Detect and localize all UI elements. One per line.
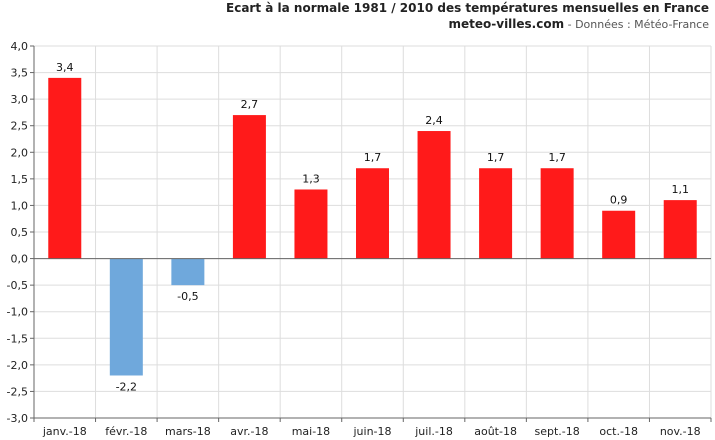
bar bbox=[294, 189, 328, 259]
y-tick-label: 0,0 bbox=[11, 253, 29, 266]
x-tick-label: août-18 bbox=[474, 425, 517, 438]
bar bbox=[602, 210, 636, 259]
bar bbox=[417, 131, 451, 259]
bar bbox=[356, 168, 389, 259]
data-label: -2,2 bbox=[116, 380, 137, 393]
chart-subtitle: meteo-villes.com - Données : Météo-Franc… bbox=[226, 16, 710, 33]
y-tick-label: 1,5 bbox=[11, 173, 29, 186]
bar bbox=[232, 115, 266, 259]
bar bbox=[540, 168, 574, 259]
data-label: 2,7 bbox=[241, 98, 259, 111]
site-name: meteo-villes.com bbox=[448, 17, 565, 31]
data-label: -0,5 bbox=[177, 290, 198, 303]
y-tick-label: 0,5 bbox=[11, 226, 29, 239]
x-tick-label: oct.-18 bbox=[599, 425, 638, 438]
x-tick-label: avr.-18 bbox=[230, 425, 268, 438]
bar bbox=[663, 200, 697, 259]
data-label: 1,7 bbox=[364, 151, 382, 164]
x-tick-label: mars-18 bbox=[165, 425, 211, 438]
x-tick-label: sept.-18 bbox=[535, 425, 580, 438]
y-tick-label: -2,5 bbox=[7, 385, 28, 398]
data-source: - Données : Météo-France bbox=[564, 18, 709, 31]
data-label: 1,1 bbox=[671, 183, 689, 196]
x-tick-label: juin-18 bbox=[352, 425, 391, 438]
y-tick-label: -1,5 bbox=[7, 332, 28, 345]
data-label: 0,9 bbox=[610, 194, 628, 207]
data-label: 1,7 bbox=[548, 151, 566, 164]
data-label: 1,3 bbox=[302, 172, 320, 185]
y-tick-label: 2,5 bbox=[11, 120, 29, 133]
x-tick-label: janv.-18 bbox=[42, 425, 87, 438]
chart-header: Ecart à la normale 1981 / 2010 des tempé… bbox=[226, 0, 709, 33]
y-tick-label: 2,0 bbox=[11, 146, 29, 159]
bar bbox=[479, 168, 513, 259]
data-label: 3,4 bbox=[56, 61, 74, 74]
x-tick-label: nov.-18 bbox=[660, 425, 701, 438]
data-label: 2,4 bbox=[425, 114, 443, 127]
x-tick-label: juil.-18 bbox=[414, 425, 453, 438]
y-tick-label: 4,0 bbox=[11, 40, 29, 53]
chart-title: Ecart à la normale 1981 / 2010 des tempé… bbox=[226, 1, 709, 15]
y-tick-label: -2,0 bbox=[7, 359, 28, 372]
x-tick-label: mai-18 bbox=[292, 425, 330, 438]
y-tick-label: -3,0 bbox=[7, 412, 28, 425]
y-tick-label: 1,0 bbox=[11, 199, 29, 212]
bar bbox=[171, 258, 205, 286]
y-tick-label: 3,5 bbox=[11, 67, 29, 80]
y-tick-label: -0,5 bbox=[7, 279, 28, 292]
y-tick-label: 3,0 bbox=[11, 93, 29, 106]
bar bbox=[48, 77, 82, 259]
data-label: 1,7 bbox=[487, 151, 505, 164]
y-tick-label: -1,0 bbox=[7, 306, 28, 319]
bar bbox=[109, 258, 143, 376]
x-tick-label: févr.-18 bbox=[105, 425, 147, 438]
